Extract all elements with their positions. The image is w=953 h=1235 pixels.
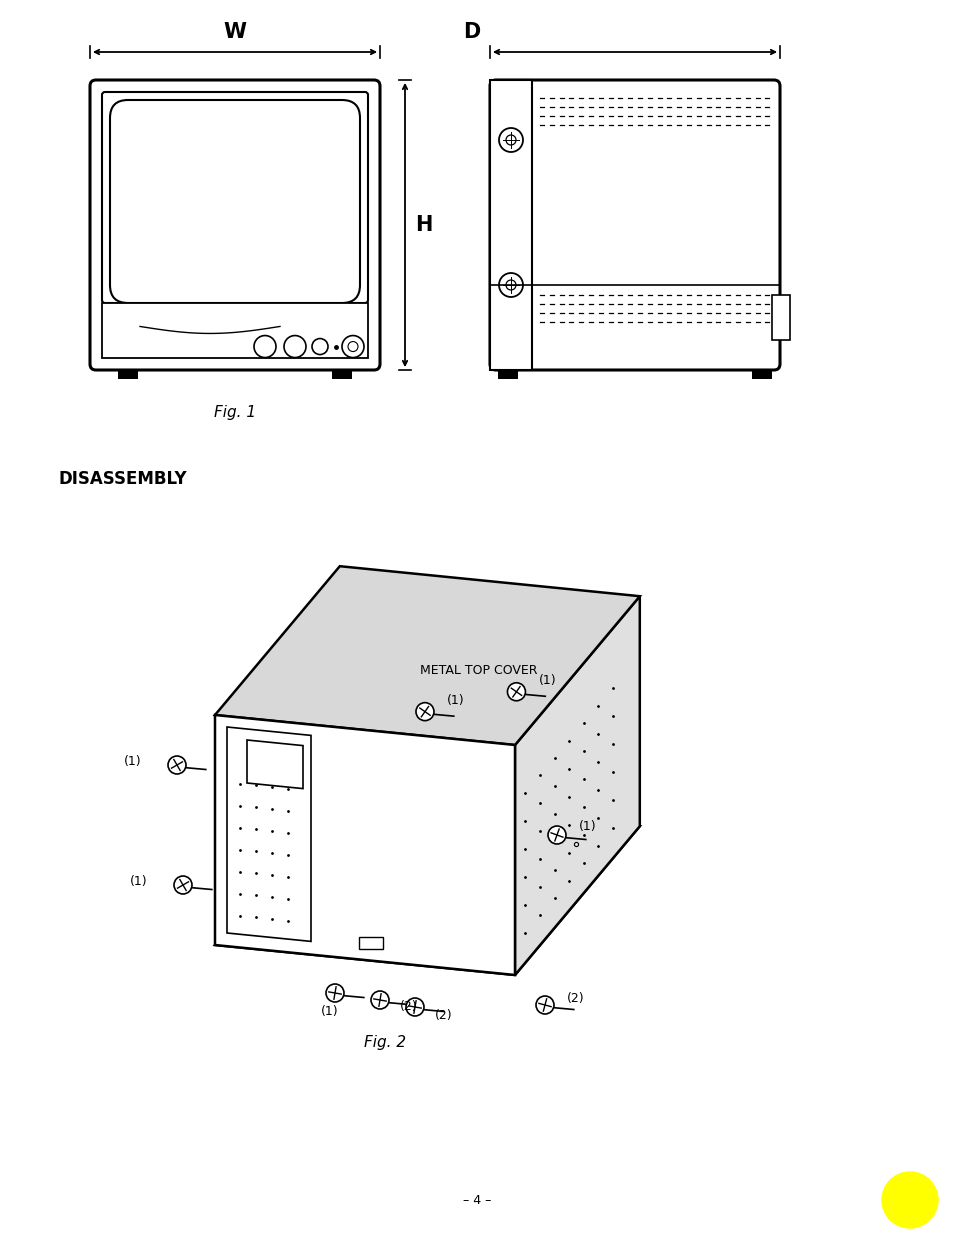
Text: DISASSEMBLY: DISASSEMBLY (58, 471, 187, 488)
Text: – 4 –: – 4 – (462, 1193, 491, 1207)
Bar (490, 80, 532, 370)
Bar (771, 295, 789, 340)
Text: Fig. 1: Fig. 1 (213, 405, 255, 420)
Text: (2): (2) (435, 1009, 452, 1023)
Text: W: W (223, 22, 246, 42)
Polygon shape (214, 566, 639, 745)
Polygon shape (227, 727, 311, 941)
Circle shape (416, 703, 434, 721)
Text: (1): (1) (124, 755, 142, 768)
Bar (751, 370, 771, 379)
Polygon shape (214, 797, 639, 974)
Circle shape (547, 826, 565, 844)
Text: (1): (1) (537, 674, 556, 687)
FancyBboxPatch shape (90, 80, 379, 370)
Circle shape (168, 756, 186, 774)
Text: (2): (2) (566, 992, 584, 1005)
Text: D: D (463, 22, 480, 42)
Circle shape (406, 998, 423, 1016)
Text: (1): (1) (131, 876, 148, 888)
Bar (118, 370, 138, 379)
Text: (1): (1) (321, 1005, 338, 1018)
Circle shape (882, 1172, 937, 1228)
Bar (332, 370, 352, 379)
Text: Fig. 2: Fig. 2 (363, 1035, 406, 1050)
Circle shape (371, 990, 389, 1009)
Circle shape (507, 683, 525, 700)
Circle shape (326, 984, 344, 1002)
FancyBboxPatch shape (490, 80, 780, 370)
Bar (102, 303, 368, 358)
Bar (497, 370, 517, 379)
Circle shape (173, 876, 192, 894)
Text: METAL TOP COVER: METAL TOP COVER (419, 663, 537, 677)
Text: H: H (415, 215, 432, 235)
Circle shape (536, 995, 554, 1014)
Polygon shape (214, 715, 515, 974)
Text: (2): (2) (399, 1000, 417, 1013)
Text: (1): (1) (578, 820, 596, 832)
FancyBboxPatch shape (102, 91, 368, 303)
FancyBboxPatch shape (110, 100, 359, 303)
Text: (1): (1) (447, 694, 464, 706)
Polygon shape (515, 597, 639, 974)
Bar (358, 936, 382, 948)
Polygon shape (247, 740, 303, 789)
